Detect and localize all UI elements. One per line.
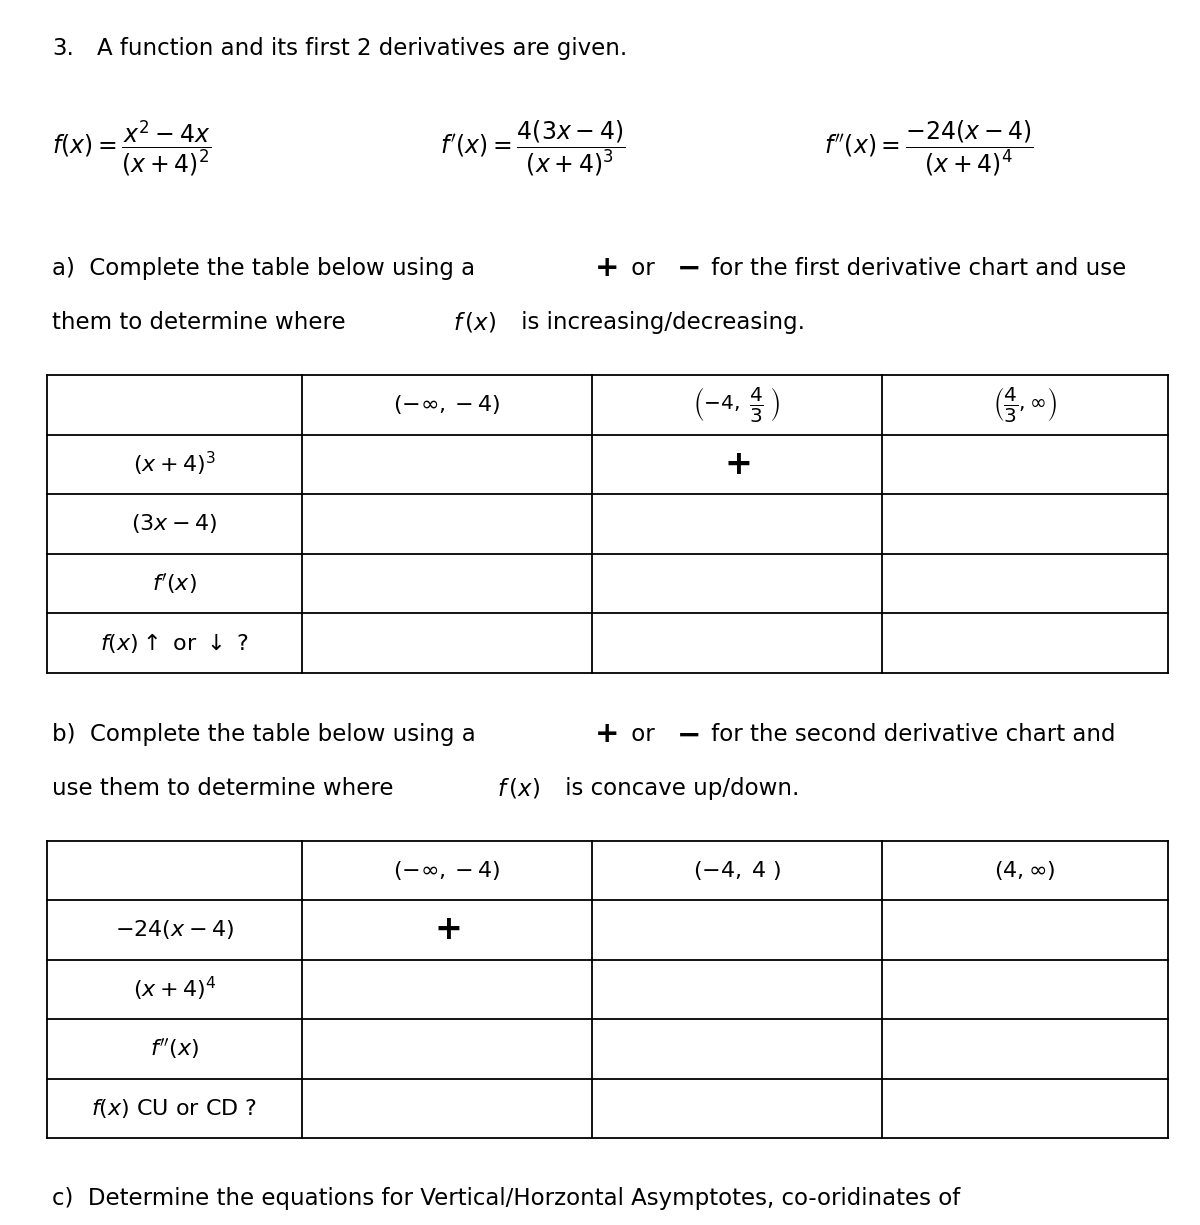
Text: $\boldsymbol{+}$: $\boldsymbol{+}$ (594, 720, 617, 748)
Text: $f'(x) = \dfrac{4(3x-4)}{(x+4)^3}$: $f'(x) = \dfrac{4(3x-4)}{(x+4)^3}$ (440, 118, 625, 178)
Text: $(x + 4)^3$: $(x + 4)^3$ (133, 450, 216, 478)
Text: is concave up/down.: is concave up/down. (558, 777, 799, 800)
Text: A function and its first 2 derivatives are given.: A function and its first 2 derivatives a… (97, 37, 628, 60)
Text: $\boldsymbol{-}$: $\boldsymbol{-}$ (676, 720, 700, 748)
Text: $(-\infty, -4)$: $(-\infty, -4)$ (394, 859, 500, 882)
Text: or: or (624, 723, 662, 746)
Text: a)  Complete the table below using a: a) Complete the table below using a (52, 256, 482, 279)
Text: $(-4,\;4\;)$: $(-4,\;4\;)$ (694, 859, 781, 882)
Text: is increasing/decreasing.: is increasing/decreasing. (514, 310, 805, 333)
Text: b)  Complete the table below using a: b) Complete the table below using a (52, 723, 482, 746)
Text: $\left(-4,\;\dfrac{4}{3}\;\right)$: $\left(-4,\;\dfrac{4}{3}\;\right)$ (694, 385, 781, 424)
Text: $f\,(x)$: $f\,(x)$ (497, 777, 540, 800)
Text: $\boldsymbol{+}$: $\boldsymbol{+}$ (594, 254, 617, 282)
Text: or: or (624, 256, 662, 279)
Text: $\boldsymbol{-}$: $\boldsymbol{-}$ (676, 254, 700, 282)
Text: $(-\infty, -4)$: $(-\infty, -4)$ (394, 393, 500, 417)
Text: $(x + 4)^4$: $(x + 4)^4$ (133, 975, 216, 1003)
Text: for the second derivative chart and: for the second derivative chart and (704, 723, 1116, 746)
Text: use them to determine where: use them to determine where (52, 777, 401, 800)
Text: $f(x) = \dfrac{x^2-4x}{(x+4)^2}$: $f(x) = \dfrac{x^2-4x}{(x+4)^2}$ (52, 118, 211, 178)
Text: $f(x)$ CU or CD ?: $f(x)$ CU or CD ? (91, 1096, 258, 1120)
Text: $(4, \infty)$: $(4, \infty)$ (995, 859, 1056, 882)
Text: 3.: 3. (52, 37, 74, 60)
Text: $f(x) \uparrow$ or $\downarrow$ ?: $f(x) \uparrow$ or $\downarrow$ ? (100, 631, 250, 654)
Text: for the first derivative chart and use: for the first derivative chart and use (704, 256, 1127, 279)
Text: $\mathbf{+}$: $\mathbf{+}$ (724, 448, 750, 480)
Text: them to determine where: them to determine where (52, 310, 353, 333)
Text: $f''(x) = \dfrac{-24(x-4)}{(x+4)^4}$: $f''(x) = \dfrac{-24(x-4)}{(x+4)^4}$ (824, 118, 1033, 178)
Text: $f'(x)$: $f'(x)$ (152, 571, 197, 595)
Text: $f\,(x)$: $f\,(x)$ (454, 310, 496, 334)
Text: $\mathbf{+}$: $\mathbf{+}$ (434, 914, 460, 946)
Text: $(3x - 4)$: $(3x - 4)$ (131, 512, 217, 535)
Text: $f''(x)$: $f''(x)$ (150, 1036, 199, 1061)
Text: $-24(x - 4)$: $-24(x - 4)$ (115, 919, 234, 941)
Text: c)  Determine the equations for Vertical/Horzontal Asymptotes, co-oridinates of: c) Determine the equations for Vertical/… (52, 1187, 960, 1209)
Text: $\left(\dfrac{4}{3},\infty\right)$: $\left(\dfrac{4}{3},\infty\right)$ (994, 385, 1057, 424)
